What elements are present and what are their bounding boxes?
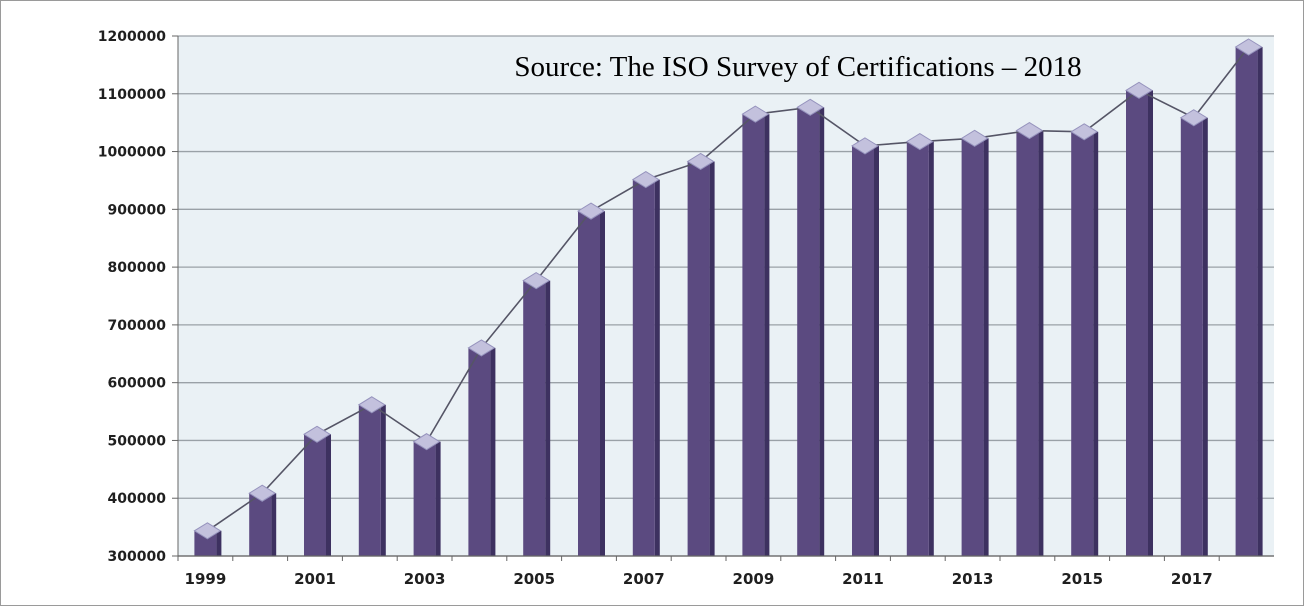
bar bbox=[523, 280, 551, 556]
point-marker bbox=[851, 137, 879, 155]
bar bbox=[413, 441, 441, 556]
point-marker bbox=[248, 484, 277, 502]
point-marker bbox=[303, 425, 331, 443]
x-tick-label: 2015 bbox=[1061, 570, 1103, 588]
point-marker bbox=[193, 522, 222, 540]
point-marker bbox=[796, 98, 825, 116]
y-axis: 300000 400000 500000 600000 700000 800000 9000… bbox=[98, 29, 179, 565]
y-tick-label: 700000 bbox=[108, 318, 167, 334]
markers bbox=[193, 38, 1263, 540]
bar bbox=[249, 493, 277, 556]
y-tick-label: 500000 bbox=[108, 433, 167, 449]
bar bbox=[578, 211, 605, 557]
x-tick-label: 2001 bbox=[294, 570, 336, 588]
y-tick-label: 400000 bbox=[108, 491, 167, 507]
x-tick-label: 2013 bbox=[952, 570, 994, 588]
bar bbox=[304, 434, 331, 556]
bar bbox=[1126, 90, 1153, 557]
bar bbox=[852, 145, 879, 556]
point-marker bbox=[522, 272, 551, 290]
point-marker bbox=[1125, 81, 1153, 99]
bar bbox=[1016, 130, 1044, 557]
x-tick-label: 2003 bbox=[404, 570, 446, 588]
point-marker bbox=[357, 396, 386, 414]
bar bbox=[797, 107, 825, 556]
bar bbox=[742, 114, 770, 557]
bar bbox=[358, 404, 386, 556]
point-marker bbox=[741, 105, 770, 123]
bar bbox=[906, 141, 934, 556]
x-tick-label: 2009 bbox=[733, 570, 775, 588]
y-tick-label: 1200000 bbox=[98, 29, 166, 45]
point-marker bbox=[1015, 121, 1044, 140]
y-tick-label: 800000 bbox=[108, 260, 167, 276]
bar bbox=[687, 161, 715, 556]
point-marker bbox=[1070, 123, 1099, 141]
y-tick-label: 1100000 bbox=[98, 87, 166, 103]
bar bbox=[1071, 131, 1099, 556]
plot-area bbox=[178, 36, 1274, 556]
x-tick-label: 2007 bbox=[623, 570, 665, 588]
bar bbox=[632, 179, 660, 556]
bar bbox=[961, 138, 989, 556]
point-marker bbox=[1234, 38, 1263, 56]
point-marker bbox=[631, 170, 660, 189]
x-tick-label: 1999 bbox=[185, 570, 227, 588]
point-marker bbox=[1179, 109, 1208, 127]
y-tick-label: 600000 bbox=[108, 376, 167, 392]
x-tick-label: 2011 bbox=[842, 570, 884, 588]
x-tick-label: 2005 bbox=[513, 570, 555, 588]
bar bbox=[1235, 46, 1263, 557]
point-marker bbox=[960, 129, 989, 147]
bar bbox=[1180, 117, 1208, 557]
point-marker bbox=[412, 433, 441, 451]
y-tick-label: 900000 bbox=[108, 202, 167, 218]
bar bbox=[468, 347, 496, 556]
point-marker bbox=[577, 202, 605, 220]
y-tick-label: 1000000 bbox=[98, 145, 166, 161]
point-marker bbox=[905, 132, 934, 151]
x-tick-label: 2017 bbox=[1171, 570, 1213, 588]
point-marker bbox=[467, 339, 496, 357]
y-tick-label: 300000 bbox=[108, 549, 167, 565]
source-annotation: Source: The ISO Survey of Certifications… bbox=[514, 51, 1081, 83]
x-axis: 1999 2001 2003 2005 2007 2009 2011 2013 2015 2017 bbox=[177, 555, 1274, 588]
point-marker bbox=[686, 152, 715, 171]
bars bbox=[194, 46, 1263, 557]
